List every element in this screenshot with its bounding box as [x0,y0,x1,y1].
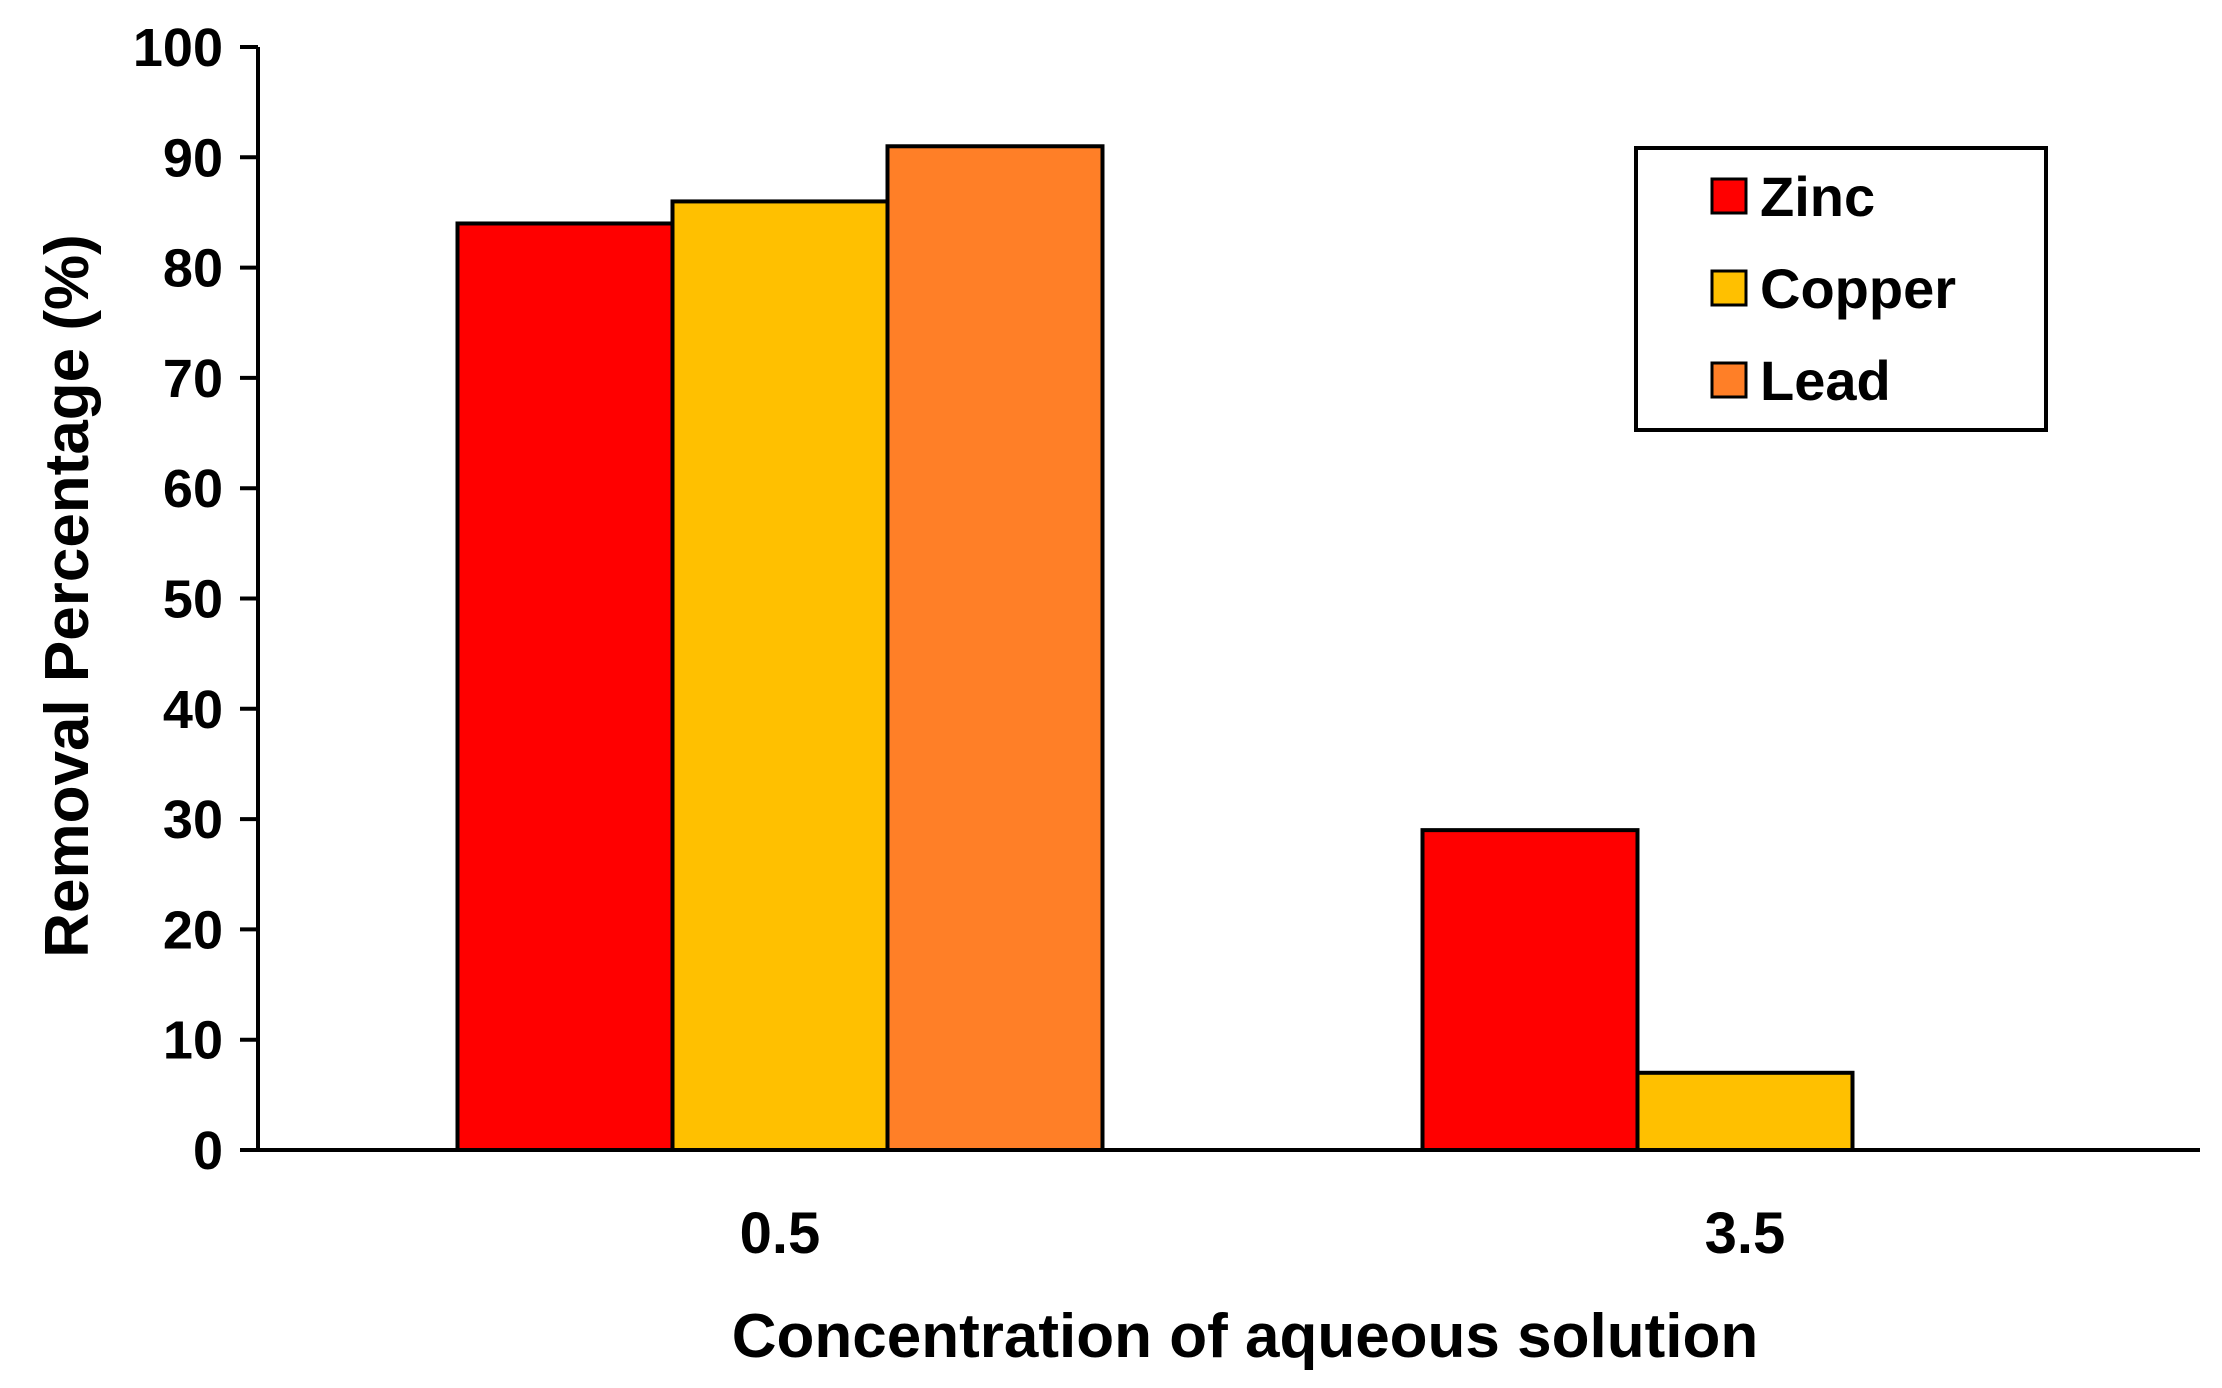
y-tick-label: 70 [163,349,223,409]
x-axis-category-labels: 0.5 3.5 [740,1201,1786,1266]
y-tick-label: 80 [163,239,223,299]
y-tick-label: 50 [163,570,223,630]
legend-swatch-copper [1710,269,1748,307]
y-tick-label: 60 [163,459,223,519]
legend-swatch-zinc [1710,177,1748,215]
legend-label-copper: Copper [1760,257,1956,320]
y-tick-label: 90 [163,128,223,188]
legend-label-zinc: Zinc [1760,165,1875,228]
y-tick-label: 30 [163,790,223,850]
x-axis-title: Concentration of aqueous solution [732,1302,1758,1371]
y-tick-label: 40 [163,680,223,740]
bars-group [455,144,1855,1153]
bar-zinc-0_5 [455,221,675,1153]
x-category-label: 3.5 [1705,1201,1786,1266]
bar-copper-3_5 [1635,1070,1855,1153]
y-axis-ticks: 0 10 20 30 40 50 60 70 80 90 100 [133,18,258,1181]
x-category-label: 0.5 [740,1201,821,1266]
y-axis-title: Removal Percentage (%) [33,234,102,958]
bar-copper-0_5 [670,199,890,1153]
y-tick-label: 20 [163,900,223,960]
y-tick-label: 100 [133,18,223,78]
bar-lead-0_5 [885,144,1105,1152]
y-tick-label: 10 [163,1011,223,1071]
y-tick-label: 0 [193,1121,223,1181]
bar-zinc-3_5 [1420,828,1640,1152]
legend: Zinc Copper Lead [1634,146,2048,432]
legend-label-lead: Lead [1760,349,1891,412]
legend-swatch-lead [1710,361,1748,399]
legend-box [1634,146,2048,432]
